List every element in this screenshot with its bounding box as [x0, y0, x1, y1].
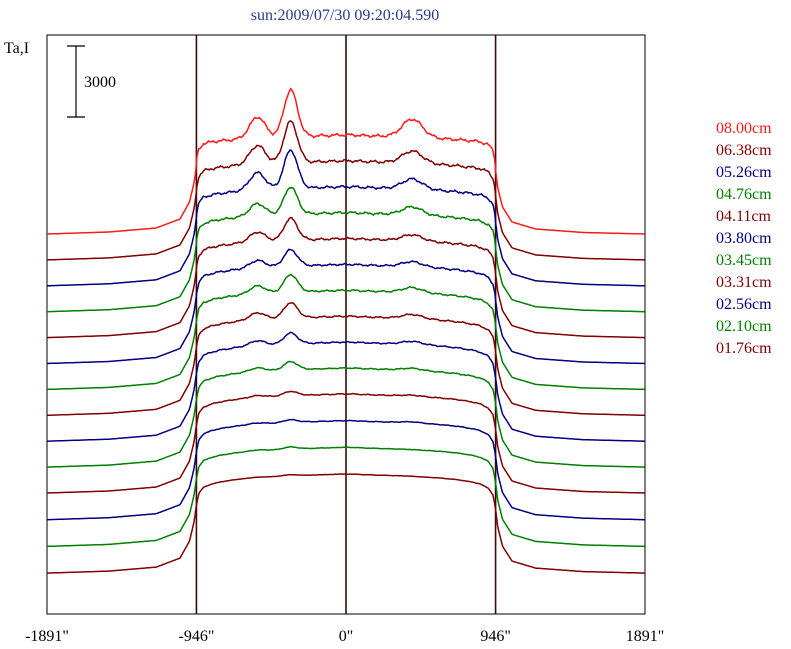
legend-entry: 08.00cm — [716, 120, 772, 137]
series-line — [47, 418, 645, 521]
series-line — [47, 149, 645, 287]
x-tick-label: -1891" — [25, 628, 69, 645]
x-tick-label: 0" — [339, 628, 354, 645]
series-line — [47, 273, 645, 391]
x-tick-labels: -1891" -946" 0" 946" 1891" — [25, 628, 664, 645]
legend-entry: 04.76cm — [716, 186, 772, 203]
series-line — [47, 445, 645, 548]
series-line — [47, 360, 645, 468]
scale-bar: 3000 — [67, 45, 116, 118]
legend-entry: 04.11cm — [716, 208, 772, 225]
series-line — [47, 87, 645, 235]
legend-entry: 02.10cm — [716, 318, 772, 335]
series-line — [47, 216, 645, 339]
x-tick-label: 946" — [480, 628, 511, 645]
legend-entry: 05.26cm — [716, 164, 772, 181]
series-line — [47, 186, 645, 313]
legend-entry: 03.31cm — [716, 274, 772, 291]
y-axis-label: Ta,I — [4, 40, 29, 57]
series-line — [47, 301, 645, 417]
limb-markers — [195, 35, 497, 614]
series-line — [47, 331, 645, 442]
scale-bar-label: 3000 — [84, 74, 116, 91]
series-line — [47, 120, 645, 261]
series-group — [47, 87, 645, 574]
legend-entry: 02.56cm — [716, 296, 772, 313]
legend-entry: 01.76cm — [716, 340, 772, 357]
legend-entry: 03.45cm — [716, 252, 772, 269]
series-line — [47, 390, 645, 494]
chart-title: sun:2009/07/30 09:20:04.590 — [251, 7, 439, 24]
series-line — [47, 248, 645, 365]
legend-entry: 03.80cm — [716, 230, 772, 247]
x-tick-label: -946" — [178, 628, 214, 645]
legend: 08.00cm 06.38cm 05.26cm 04.76cm 04.11cm 03.80… — [716, 120, 772, 357]
x-tick-label: 1891" — [626, 628, 665, 645]
series-line — [47, 473, 645, 574]
legend-entry: 06.38cm — [716, 142, 772, 159]
